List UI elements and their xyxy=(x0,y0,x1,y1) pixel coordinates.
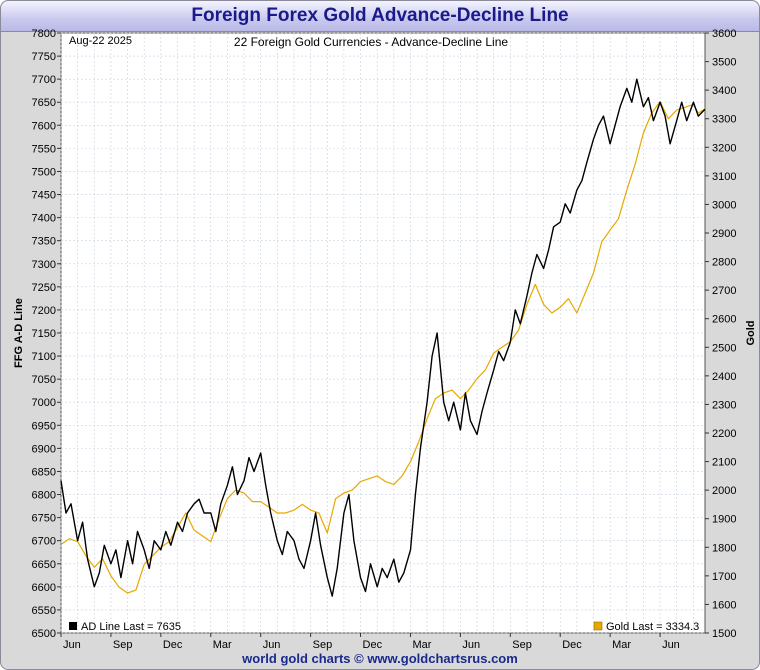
left-tick-label: 7000 xyxy=(32,397,56,409)
right-tick-label: 1700 xyxy=(712,571,736,583)
right-tick-label: 1500 xyxy=(712,628,736,640)
left-tick-label: 7750 xyxy=(32,51,56,63)
right-tick-label: 3500 xyxy=(712,57,736,69)
right-tick-label: 3300 xyxy=(712,114,736,126)
right-axis-ticks: 1500 1600 1700 1800 1900 2000 2100 2200 2300 2400… xyxy=(705,28,736,640)
x-tick-label: Sep xyxy=(313,639,333,651)
left-tick-label: 7250 xyxy=(32,282,56,294)
ad-line-series xyxy=(60,78,706,597)
right-tick-label: 2900 xyxy=(712,228,736,240)
left-tick-label: 7400 xyxy=(32,213,56,225)
left-tick-label: 7650 xyxy=(32,97,56,109)
x-tick-label: Jun xyxy=(462,639,480,651)
series-layer xyxy=(60,78,706,597)
left-tick-label: 7050 xyxy=(32,374,56,386)
right-tick-label: 3000 xyxy=(712,199,736,211)
left-axis-label: FFG A-D Line xyxy=(13,298,25,368)
right-tick-label: 3200 xyxy=(712,142,736,154)
x-tick-label: Jun xyxy=(63,639,81,651)
footer-credit: world gold charts © www.goldchartsrus.co… xyxy=(242,651,518,666)
x-tick-label: Dec xyxy=(363,639,383,651)
left-tick-label: 7550 xyxy=(32,143,56,155)
right-tick-label: 2700 xyxy=(712,285,736,297)
x-tick-label: Dec xyxy=(562,639,582,651)
legend-gold-label: Gold Last = 3334.3 xyxy=(606,621,699,633)
x-tick-label: Mar xyxy=(412,639,431,651)
x-tick-label: Jun xyxy=(662,639,680,651)
right-tick-label: 2800 xyxy=(712,257,736,269)
right-tick-label: 2400 xyxy=(712,371,736,383)
right-tick-label: 2000 xyxy=(712,485,736,497)
chart-subtitle: 22 Foreign Gold Currencies - Advance-Dec… xyxy=(234,35,508,49)
left-tick-label: 7800 xyxy=(32,28,56,40)
left-tick-label: 7100 xyxy=(32,351,56,363)
left-tick-label: 6650 xyxy=(32,559,56,571)
right-tick-label: 3100 xyxy=(712,171,736,183)
left-tick-label: 7300 xyxy=(32,259,56,271)
x-tick-label: Mar xyxy=(213,639,232,651)
grid xyxy=(60,32,705,634)
left-tick-label: 7600 xyxy=(32,120,56,132)
chart-date-label: Aug-22 2025 xyxy=(69,35,132,47)
left-tick-label: 6800 xyxy=(32,490,56,502)
left-tick-label: 6550 xyxy=(32,605,56,617)
x-tick-label: Sep xyxy=(512,639,532,651)
legend-ad-label: AD Line Last = 7635 xyxy=(81,621,181,633)
legend-ad-swatch xyxy=(69,622,77,630)
left-tick-label: 6950 xyxy=(32,420,56,432)
left-axis-ticks: 6500 6550 6600 6650 6700 6750 6800 6850 6900 6950… xyxy=(32,28,61,640)
left-tick-label: 6900 xyxy=(32,443,56,455)
x-tick-label: Dec xyxy=(163,639,183,651)
right-tick-label: 3600 xyxy=(712,28,736,40)
x-tick-label: Mar xyxy=(612,639,631,651)
left-tick-label: 6750 xyxy=(32,513,56,525)
left-tick-label: 7450 xyxy=(32,190,56,202)
right-tick-label: 2300 xyxy=(712,399,736,411)
right-tick-label: 1800 xyxy=(712,542,736,554)
legend-gold-swatch xyxy=(593,621,603,631)
right-tick-label: 1600 xyxy=(712,599,736,611)
left-tick-label: 6500 xyxy=(32,628,56,640)
right-tick-label: 2600 xyxy=(712,314,736,326)
right-tick-label: 3400 xyxy=(712,85,736,97)
right-tick-label: 2500 xyxy=(712,342,736,354)
right-tick-label: 2100 xyxy=(712,457,736,469)
left-tick-label: 7350 xyxy=(32,236,56,248)
right-axis-label: Gold xyxy=(745,320,757,345)
x-tick-label: Sep xyxy=(113,639,133,651)
right-tick-label: 2200 xyxy=(712,428,736,440)
x-tick-label: Jun xyxy=(263,639,281,651)
chart-title-bar: Foreign Forex Gold Advance-Decline Line xyxy=(1,1,759,32)
left-tick-label: 7700 xyxy=(32,74,56,86)
right-tick-label: 1900 xyxy=(712,514,736,526)
left-tick-label: 7150 xyxy=(32,328,56,340)
left-tick-label: 6700 xyxy=(32,536,56,548)
left-tick-label: 6600 xyxy=(32,582,56,594)
left-tick-label: 7500 xyxy=(32,166,56,178)
left-tick-label: 7200 xyxy=(32,305,56,317)
x-axis-ticks: Jun Sep Dec Mar Jun Sep Dec Mar Jun Sep Dec Mar Jun xyxy=(60,633,680,651)
left-tick-label: 6850 xyxy=(32,466,56,478)
